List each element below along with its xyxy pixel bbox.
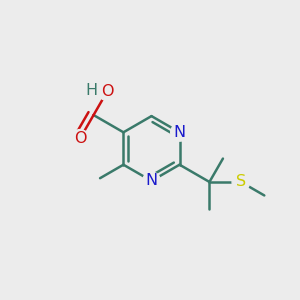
Circle shape	[142, 172, 160, 190]
Text: H: H	[85, 83, 97, 98]
Circle shape	[71, 130, 89, 147]
Circle shape	[98, 83, 116, 101]
Circle shape	[171, 123, 188, 141]
Circle shape	[232, 173, 250, 191]
Text: O: O	[74, 131, 86, 146]
Text: S: S	[236, 174, 246, 190]
Text: N: N	[146, 173, 158, 188]
Text: N: N	[173, 125, 186, 140]
Text: O: O	[101, 84, 113, 99]
